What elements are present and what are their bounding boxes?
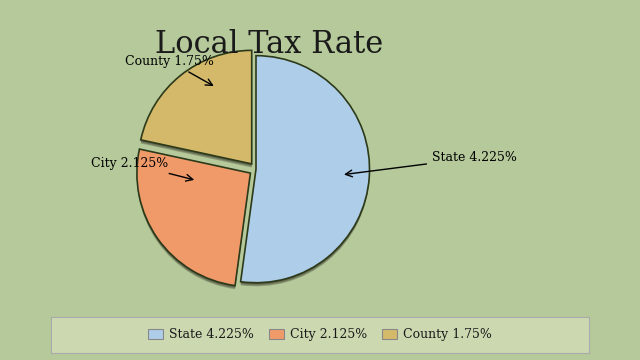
Wedge shape (141, 53, 252, 167)
Wedge shape (137, 149, 250, 285)
Wedge shape (241, 56, 369, 283)
Wedge shape (241, 58, 369, 284)
Wedge shape (241, 57, 369, 284)
Wedge shape (141, 52, 252, 166)
Text: City 2.125%: City 2.125% (92, 157, 193, 181)
Wedge shape (141, 51, 252, 165)
Wedge shape (137, 151, 250, 287)
Wedge shape (141, 50, 252, 164)
Text: County 1.75%: County 1.75% (125, 55, 214, 85)
Legend: State 4.225%, City 2.125%, County 1.75%: State 4.225%, City 2.125%, County 1.75% (143, 323, 497, 346)
Wedge shape (137, 149, 250, 285)
Text: State 4.225%: State 4.225% (346, 151, 517, 177)
Wedge shape (241, 59, 369, 286)
Text: Local Tax Rate: Local Tax Rate (155, 29, 383, 60)
Wedge shape (137, 153, 250, 289)
Wedge shape (137, 152, 250, 288)
Wedge shape (141, 54, 252, 167)
Wedge shape (137, 150, 250, 287)
Wedge shape (241, 58, 369, 285)
Wedge shape (141, 50, 252, 164)
Wedge shape (241, 56, 369, 283)
